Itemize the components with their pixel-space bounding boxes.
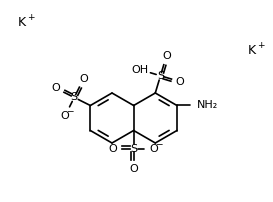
- Text: OH: OH: [131, 65, 149, 75]
- Text: O: O: [61, 111, 69, 121]
- Text: O: O: [150, 143, 159, 154]
- Text: S: S: [130, 143, 137, 154]
- Text: K: K: [248, 43, 256, 57]
- Text: O: O: [109, 143, 117, 154]
- Text: O: O: [79, 74, 88, 84]
- Text: S: S: [71, 93, 78, 102]
- Text: O: O: [176, 77, 185, 87]
- Text: O: O: [129, 164, 138, 174]
- Text: +: +: [257, 41, 265, 50]
- Text: K: K: [18, 16, 26, 28]
- Text: −: −: [155, 139, 163, 148]
- Text: NH₂: NH₂: [197, 101, 218, 110]
- Text: +: +: [27, 14, 34, 22]
- Text: S: S: [157, 71, 164, 81]
- Text: O: O: [162, 51, 171, 61]
- Text: O: O: [52, 83, 60, 93]
- Text: −: −: [66, 106, 74, 115]
